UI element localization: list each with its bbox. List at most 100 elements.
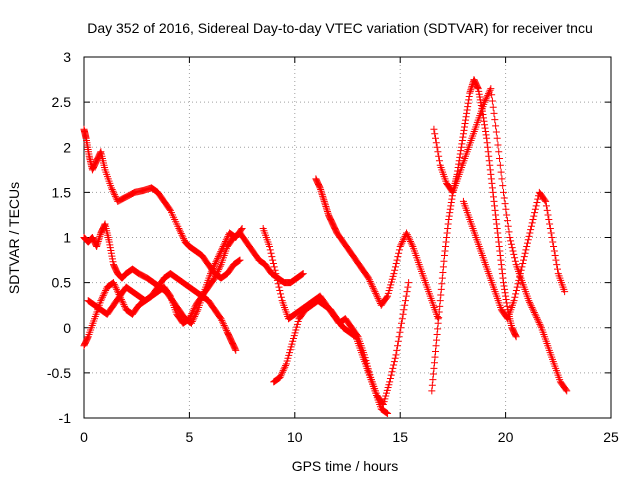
data-point <box>488 179 496 187</box>
data-point <box>408 241 416 249</box>
series-sat-g <box>312 175 442 323</box>
data-point <box>208 266 216 274</box>
data-point <box>280 365 288 373</box>
data-point <box>487 170 495 178</box>
data-point <box>492 215 500 223</box>
data-point <box>112 284 120 292</box>
data-point <box>212 271 220 279</box>
data-point <box>511 254 519 262</box>
data-point <box>548 234 556 241</box>
data-point <box>436 302 444 310</box>
data-point <box>234 257 242 265</box>
data-point <box>522 246 530 254</box>
data-point <box>266 246 274 254</box>
data-point <box>495 148 503 156</box>
data-point <box>391 266 399 274</box>
data-point <box>553 261 561 269</box>
data-point <box>93 241 101 249</box>
data-point <box>435 157 443 165</box>
data-point <box>388 368 396 376</box>
data-point <box>433 331 441 339</box>
data-point <box>218 246 226 254</box>
x-tick-label: 10 <box>287 429 303 445</box>
data-point <box>384 409 392 417</box>
axis-ticks: 0 5 10 15 20 25 -1 -0.5 0 0.5 1 1.5 2 2.5 3 <box>47 49 619 445</box>
data-point <box>392 259 400 267</box>
data-point <box>500 282 508 290</box>
data-point <box>499 274 507 282</box>
data-point <box>496 247 504 255</box>
data-point <box>530 212 538 220</box>
data-point <box>512 332 520 340</box>
data-point <box>405 234 413 242</box>
data-point <box>391 354 399 362</box>
data-point <box>492 122 500 130</box>
data-point <box>441 247 449 255</box>
data-point <box>367 279 375 287</box>
data-point <box>107 184 115 192</box>
data-point <box>496 161 504 169</box>
data-point <box>110 279 118 287</box>
data-point <box>298 271 306 279</box>
grid-lines <box>84 57 611 418</box>
data-point <box>511 257 519 265</box>
data-point <box>390 270 398 278</box>
data-point <box>515 276 523 284</box>
data-point <box>544 211 552 219</box>
data-point <box>215 266 223 274</box>
y-tick-label: 0 <box>63 320 71 336</box>
data-point <box>444 224 452 232</box>
data-point <box>281 363 289 371</box>
data-point <box>464 103 472 111</box>
data-point <box>545 215 553 223</box>
data-point <box>483 139 491 147</box>
data-point <box>433 143 441 151</box>
data-point <box>396 243 404 251</box>
data-point <box>371 288 379 296</box>
data-point <box>407 239 415 247</box>
data-point <box>501 289 509 297</box>
data-point <box>482 127 490 135</box>
data-point <box>111 192 119 200</box>
data-point <box>466 87 474 95</box>
data-point <box>503 217 511 225</box>
data-point <box>374 294 382 302</box>
data-point <box>484 143 492 151</box>
data-point <box>435 308 443 316</box>
data-point <box>444 220 452 228</box>
data-point <box>222 325 230 333</box>
data-point <box>397 324 405 332</box>
data-point <box>532 202 540 210</box>
data-point <box>525 232 533 240</box>
data-point <box>432 134 440 142</box>
data-point <box>210 263 218 271</box>
data-point <box>120 301 128 309</box>
data-point <box>493 134 501 142</box>
data-point <box>442 238 450 246</box>
data-point <box>101 221 109 229</box>
data-point <box>214 254 222 262</box>
data-point <box>446 205 454 213</box>
data-point <box>275 283 283 291</box>
data-point <box>512 287 520 295</box>
data-point <box>396 328 404 336</box>
data-point <box>523 243 531 251</box>
data-point <box>207 268 215 276</box>
data-point <box>389 364 397 372</box>
data-point <box>269 256 277 264</box>
data-point <box>488 91 496 99</box>
data-point <box>366 277 374 285</box>
data-point <box>175 224 183 232</box>
data-point <box>206 270 214 278</box>
data-point <box>503 211 511 219</box>
data-point <box>110 280 118 288</box>
data-point <box>270 263 278 271</box>
data-point <box>185 315 193 323</box>
data-point <box>504 222 512 230</box>
plot-area-border <box>83 56 612 419</box>
data-point <box>394 337 402 345</box>
data-point <box>98 293 106 301</box>
data-point <box>317 186 325 194</box>
data-point <box>465 92 473 100</box>
data-point <box>494 141 502 149</box>
